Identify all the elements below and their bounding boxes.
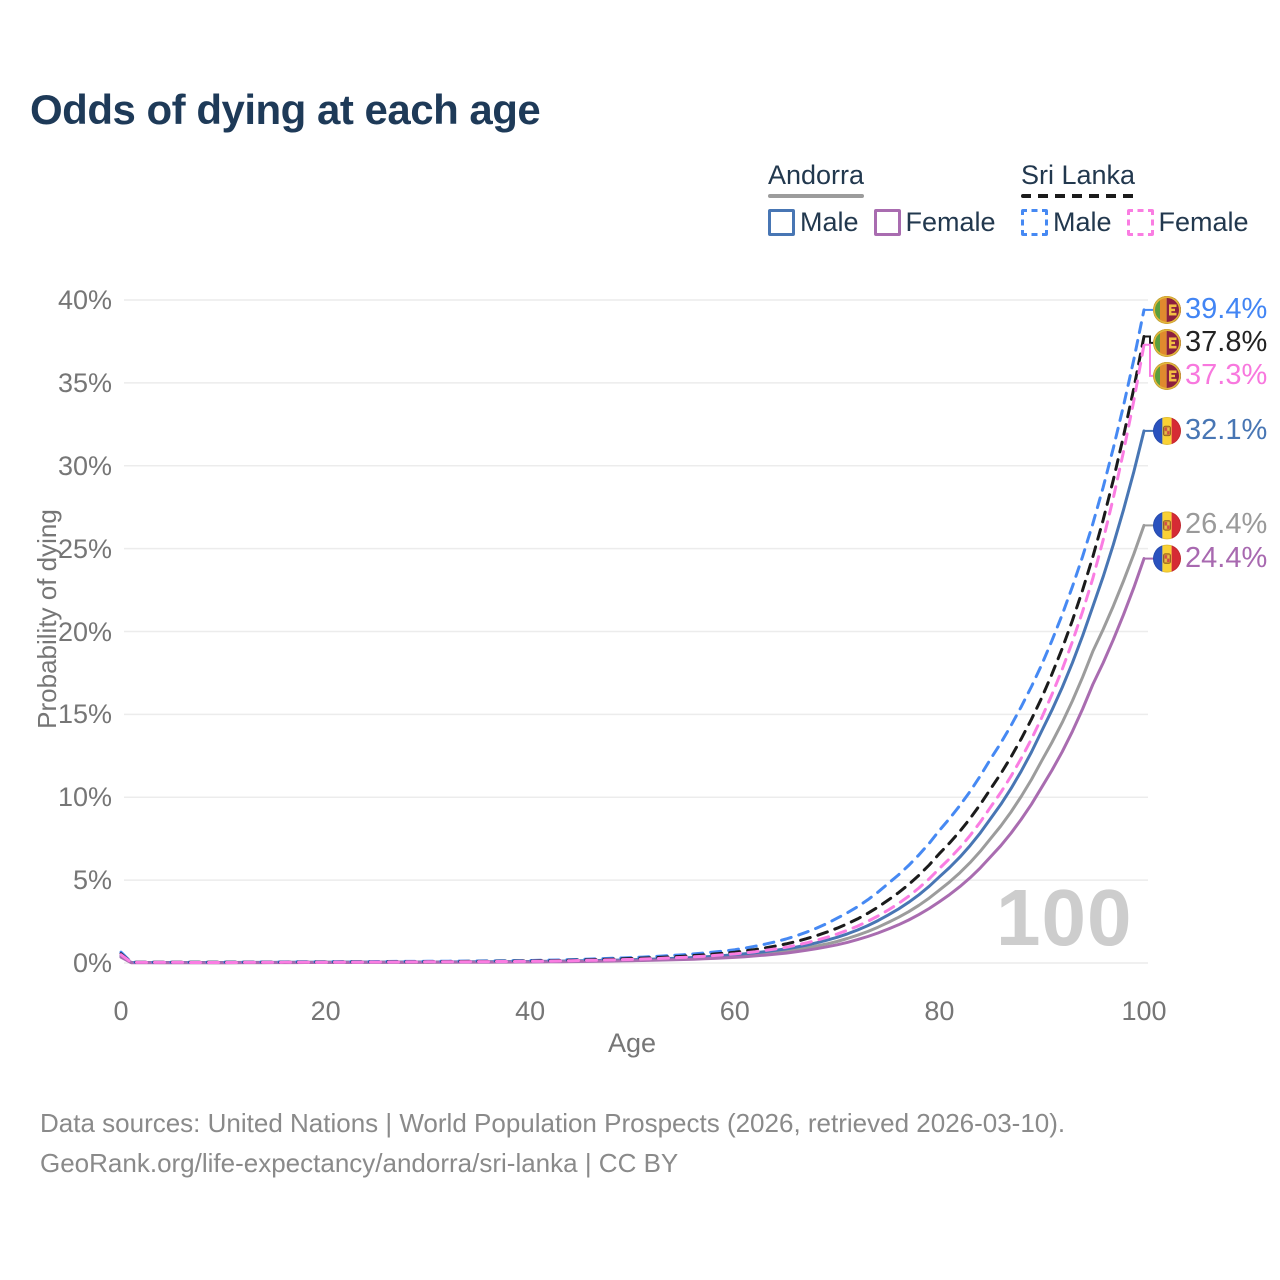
sri-lanka-flag-icon [1153,361,1181,390]
andorra-flag-icon [1153,511,1181,540]
andorra-flag-icon [1153,416,1181,445]
series-line-andorra-male[interactable] [119,429,1146,964]
series-line-andorra-total[interactable] [119,523,1146,965]
sri-lanka-flag-icon [1153,328,1181,357]
end-label-connector [1144,343,1154,377]
age-counter-watermark: 100 [996,873,1133,962]
series-line-sri-lanka-female[interactable] [119,343,1146,964]
series-line-sri-lanka-male[interactable] [119,308,1146,964]
series-line-andorra-female[interactable] [119,557,1146,965]
sri-lanka-flag-icon [1153,295,1181,324]
end-label-connector [1144,335,1154,344]
series-line-sri-lanka-total[interactable] [119,335,1146,964]
gridlines [124,299,1148,964]
andorra-flag-icon [1153,544,1181,573]
